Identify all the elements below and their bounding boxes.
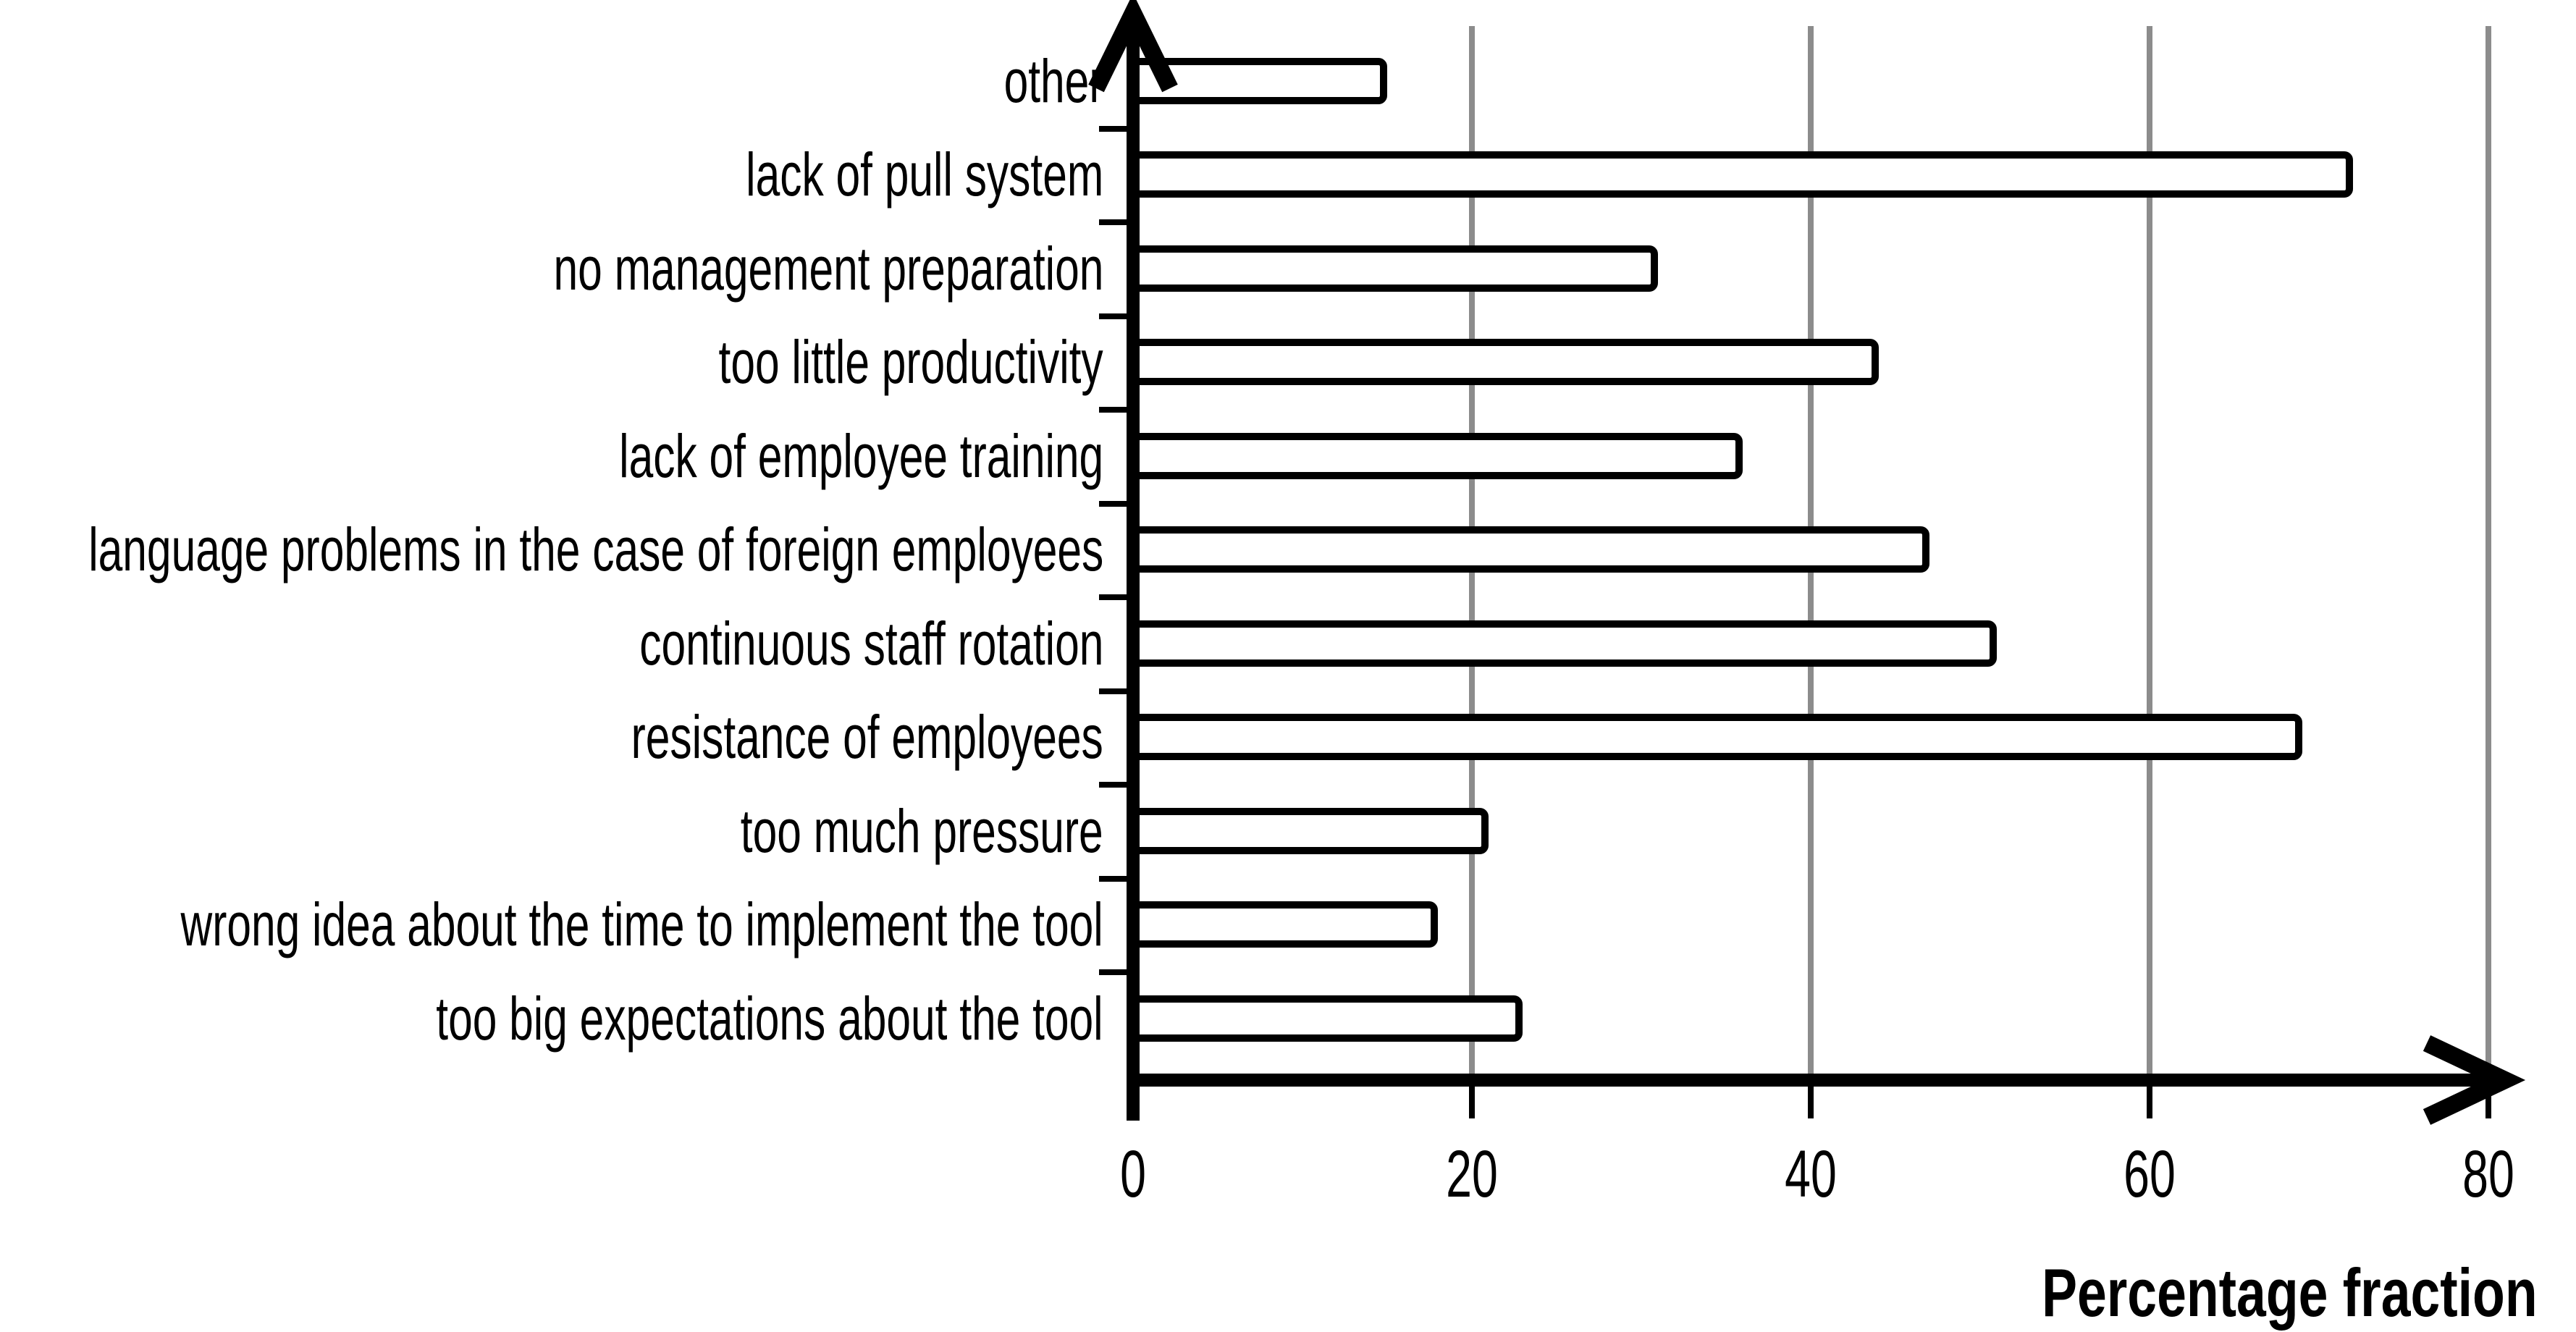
bar [1127,57,1387,104]
x-tick-label-0: 0 [1120,1137,1146,1211]
y-tick-mark-5 [1099,500,1134,507]
x-tick-label-80: 80 [2462,1137,2514,1211]
bar [1127,620,1997,667]
category-label: no management preparation [553,234,1103,303]
x-axis-line [1127,1074,2501,1087]
bar [1127,807,1489,854]
category-label: too big expectations about the tool [436,984,1103,1053]
gridline-x-60 [2147,26,2152,1074]
y-tick-mark-8 [1099,782,1134,788]
bar [1127,245,1658,292]
x-tick-mark-20 [1469,1084,1475,1118]
category-label: resistance of employees [631,703,1103,772]
x-tick-label-40: 40 [1785,1137,1837,1211]
y-tick-mark-1 [1099,125,1134,132]
y-tick-mark-6 [1099,594,1134,600]
bar [1127,151,2353,198]
x-tick-label-20: 20 [1446,1137,1498,1211]
bar [1127,339,1879,386]
category-label: lack of pull system [745,140,1103,209]
category-label: language problems in the case of foreign… [88,515,1103,584]
bar [1127,526,1929,573]
y-tick-mark-10 [1099,969,1134,975]
y-tick-mark-7 [1099,688,1134,694]
category-label: too little productivity [718,328,1103,397]
x-tick-mark-60 [2147,1084,2152,1118]
bar [1127,714,2302,761]
y-tick-mark-3 [1099,313,1134,319]
y-tick-mark-2 [1099,219,1134,225]
y-tick-mark-9 [1099,875,1134,882]
category-label: other [1003,46,1103,115]
y-tick-mark-4 [1099,407,1134,413]
bar [1127,901,1438,948]
category-label: continuous staff rotation [639,609,1103,678]
x-tick-label-60: 60 [2123,1137,2176,1211]
x-axis-title: Percentage fraction [2042,1255,2538,1331]
bar [1127,432,1743,479]
x-tick-mark-80 [2485,1084,2491,1118]
category-label: lack of employee training [618,421,1103,490]
bar [1127,995,1523,1042]
gridline-x-80 [2485,26,2491,1074]
category-label: too much pressure [741,796,1103,865]
x-tick-mark-40 [1808,1084,1814,1118]
category-label: wrong idea about the time to implement t… [180,890,1103,959]
y-axis-line [1127,13,1140,1121]
